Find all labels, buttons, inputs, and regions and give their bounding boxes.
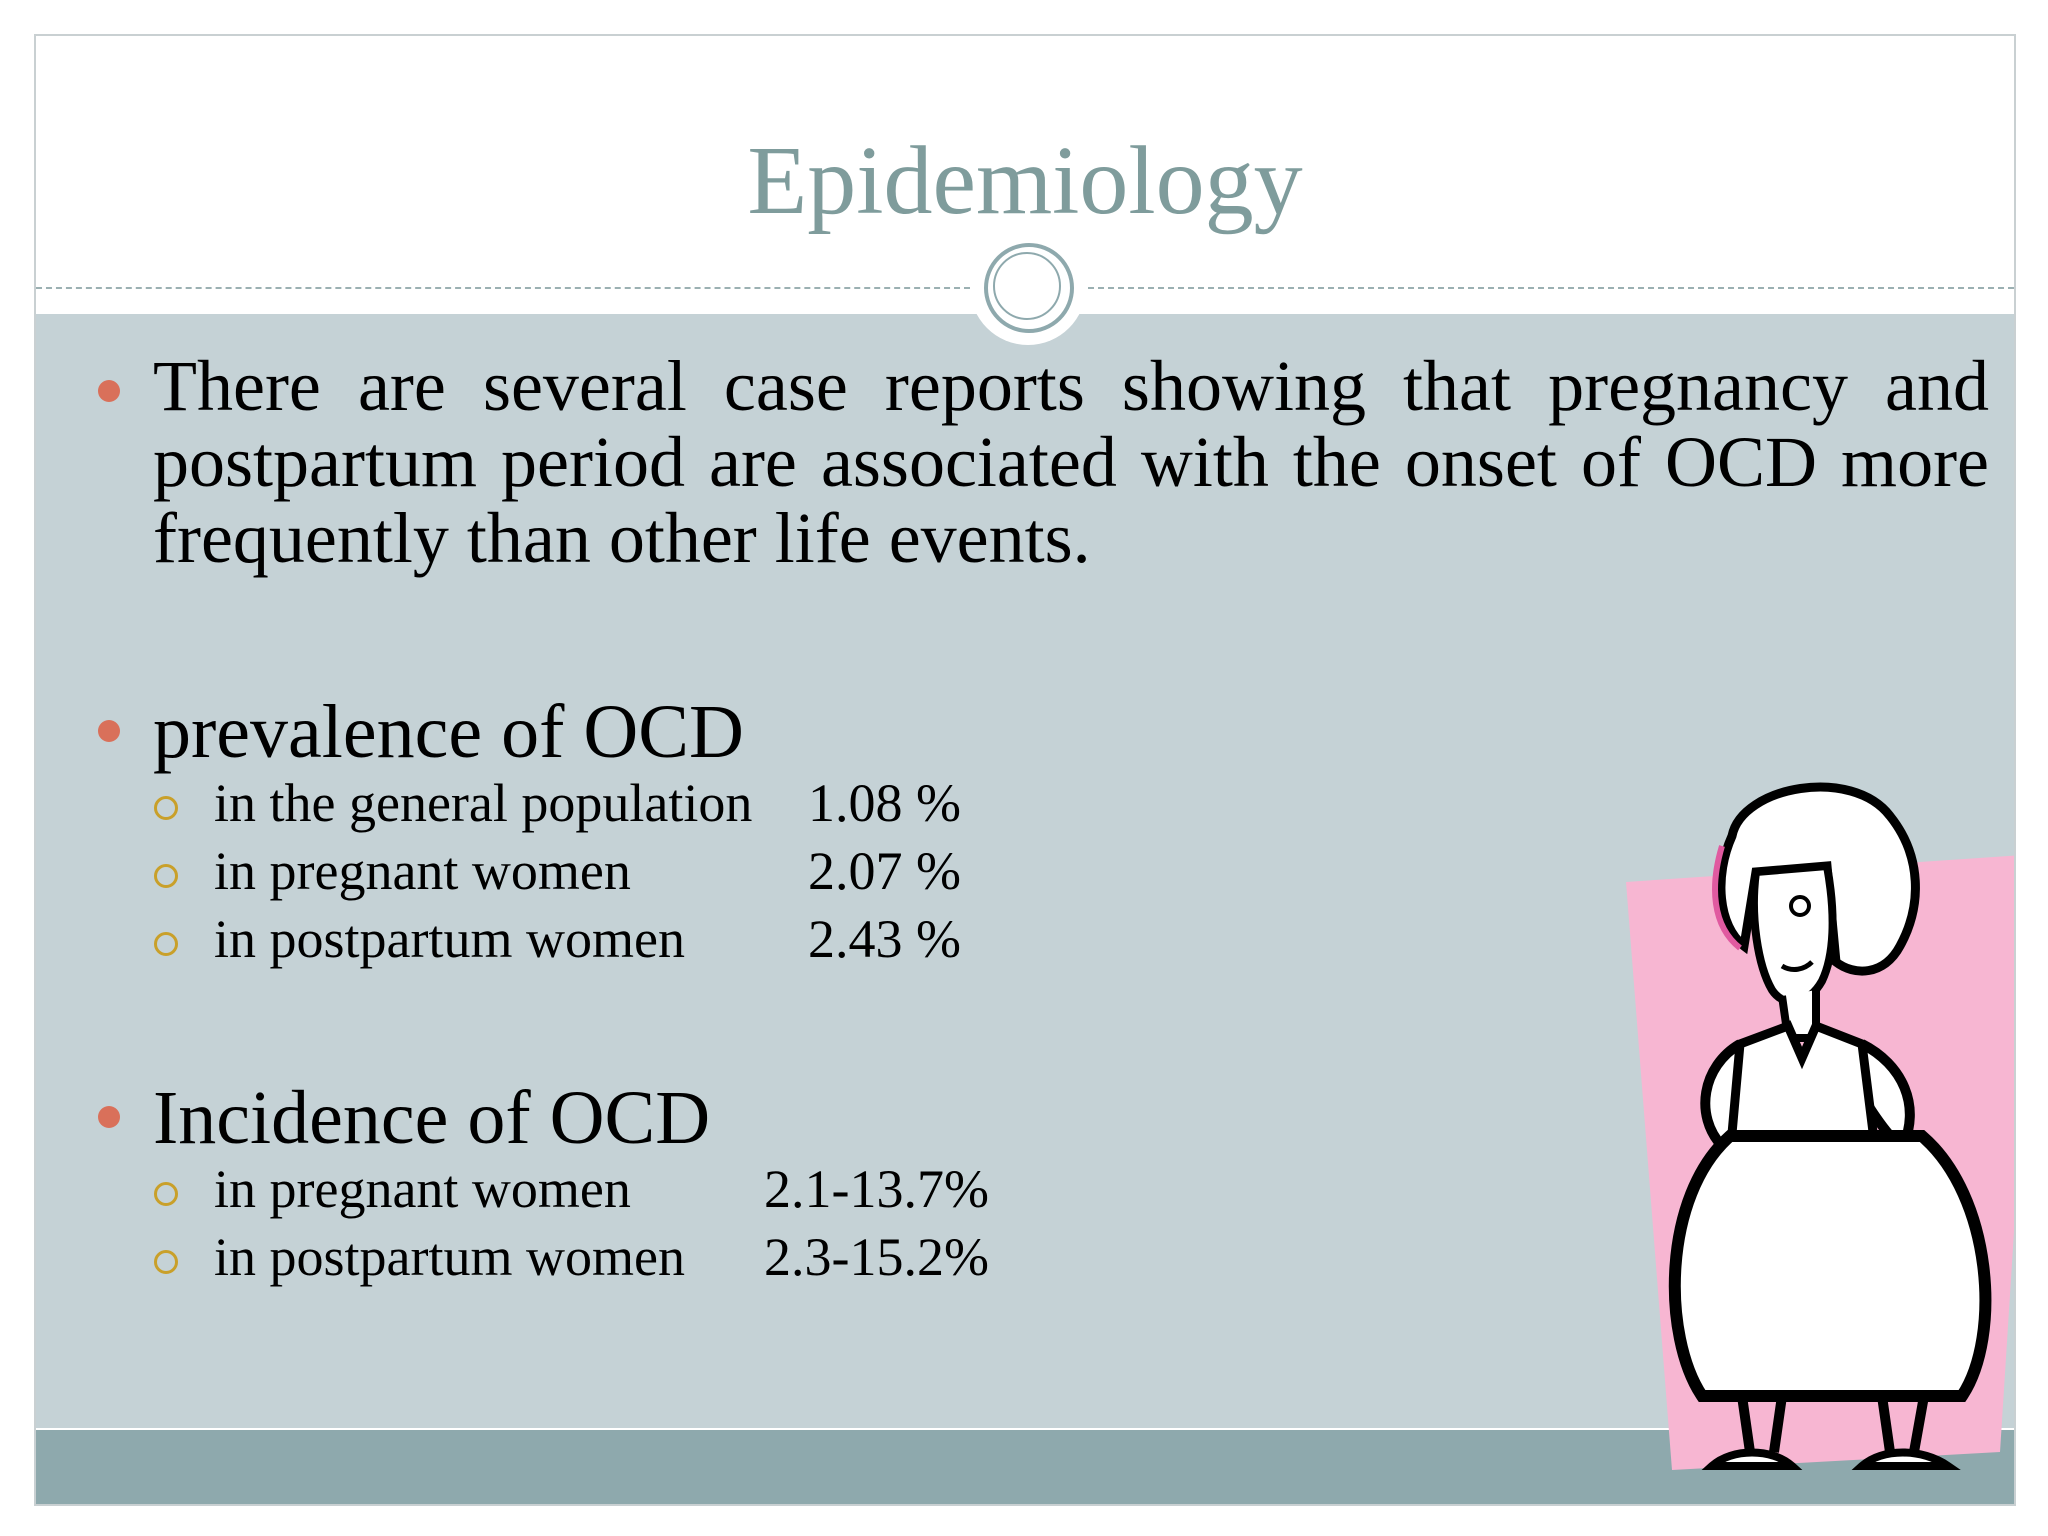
prevalence-heading: prevalence of OCD bbox=[153, 690, 744, 774]
prevalence-value: 2.07 % bbox=[808, 841, 961, 901]
sub-bullet-icon bbox=[154, 932, 178, 956]
intro-paragraph: There are several case reports showing t… bbox=[153, 346, 1989, 578]
sub-bullet-icon bbox=[154, 1250, 178, 1274]
slide-title: Epidemiology bbox=[747, 127, 1303, 235]
circle-ornament-icon bbox=[970, 229, 1086, 345]
sub-bullet-icon bbox=[154, 864, 178, 888]
incidence-label: in postpartum women bbox=[214, 1227, 685, 1287]
bullet-icon bbox=[98, 1106, 120, 1128]
bullet-icon bbox=[98, 380, 120, 402]
prevalence-label: in the general population bbox=[214, 773, 753, 833]
prevalence-label: in postpartum women bbox=[214, 909, 685, 969]
slide: Epidemiology There are several case repo… bbox=[34, 34, 2016, 1506]
prevalence-value: 1.08 % bbox=[808, 773, 961, 833]
incidence-heading: Incidence of OCD bbox=[153, 1076, 711, 1160]
divider-left bbox=[36, 287, 970, 289]
pregnant-woman-illustration bbox=[1626, 782, 2014, 1470]
prevalence-value: 2.43 % bbox=[808, 909, 961, 969]
incidence-value: 2.3-15.2% bbox=[764, 1227, 989, 1287]
incidence-label: in pregnant women bbox=[214, 1159, 631, 1219]
divider-right bbox=[1088, 287, 2014, 289]
sub-bullet-icon bbox=[154, 796, 178, 820]
sub-bullet-icon bbox=[154, 1182, 178, 1206]
prevalence-label: in pregnant women bbox=[214, 841, 631, 901]
bullet-icon bbox=[98, 720, 120, 742]
incidence-value: 2.1-13.7% bbox=[764, 1159, 989, 1219]
